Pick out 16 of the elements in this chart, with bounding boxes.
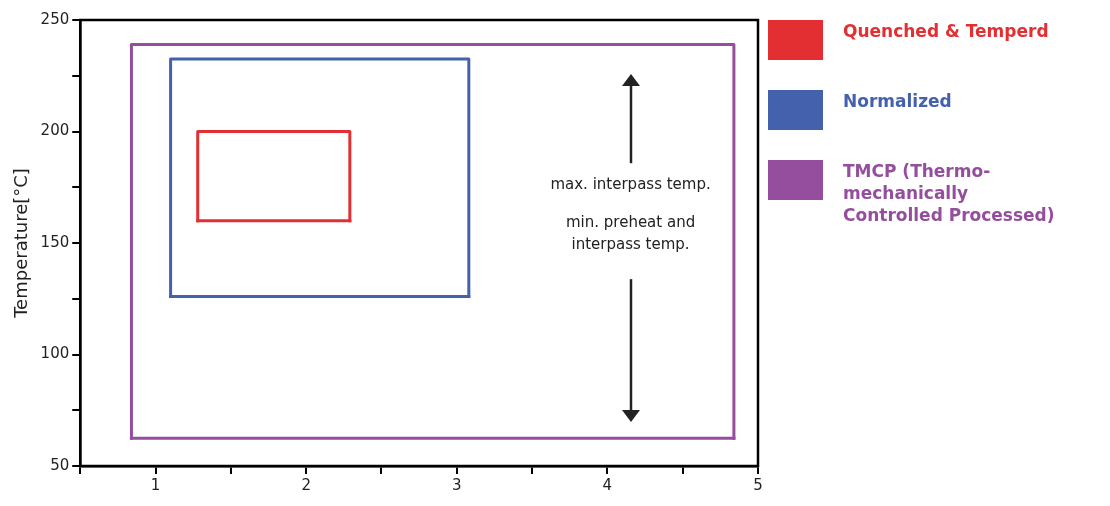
annotation: max. interpass temp. (550, 174, 711, 193)
x-tick-label: 4 (602, 475, 613, 494)
y-tick-label: 100 (40, 344, 70, 363)
y-tick-label: 150 (40, 232, 70, 251)
x-tick-label: 5 (753, 475, 763, 494)
y-axis-title: Temperature[°C] (10, 168, 32, 319)
x-tick-label: 3 (452, 475, 462, 494)
x-tick-label: 1 (150, 475, 161, 494)
y-tick-label: 250 (40, 9, 70, 28)
legend-label: TMCP (Thermo-mechanically Controlled Processed) (843, 160, 1056, 226)
annotation: min. preheat and interpass temp. (565, 212, 696, 253)
legend-label: Normalized (843, 90, 953, 112)
y-tick-label: 200 (40, 121, 70, 140)
legend-label: Quenched & Temperd (843, 20, 1050, 42)
y-tick-label: 50 (50, 455, 70, 474)
x-tick-label: 2 (301, 475, 311, 494)
